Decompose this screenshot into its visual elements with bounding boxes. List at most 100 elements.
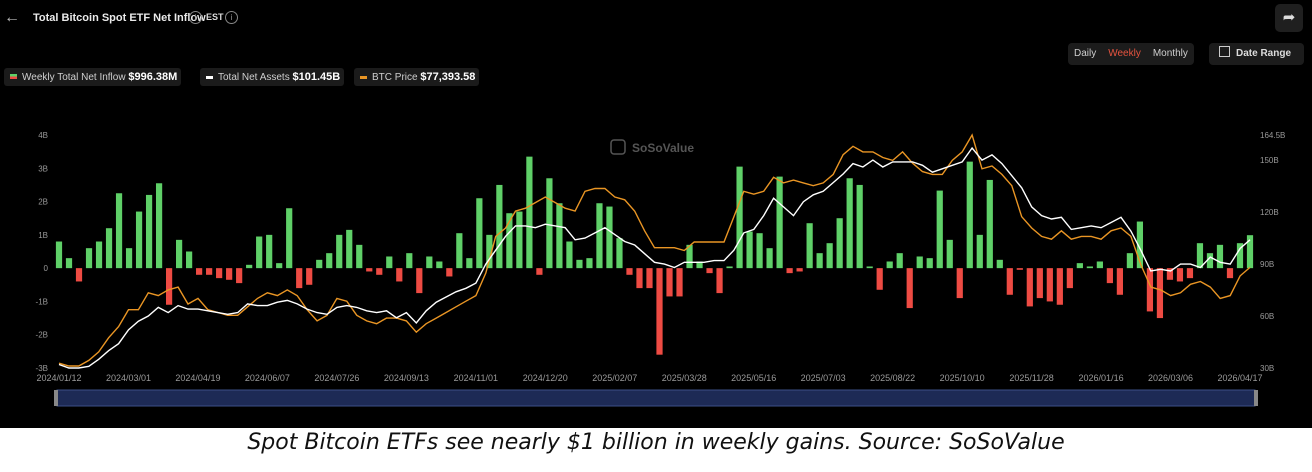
bar <box>966 161 973 269</box>
left-axis-tick-label: 0 <box>44 264 49 273</box>
timezone-label: EST <box>206 12 224 22</box>
x-axis-tick-label: 2024/04/19 <box>175 373 220 383</box>
timezone-info-icon[interactable]: i <box>225 11 238 24</box>
legend-assets-value: $101.45B <box>292 71 341 83</box>
bar <box>606 206 613 269</box>
right-axis-tick-label: 150B <box>1260 156 1279 165</box>
info-icon[interactable]: i <box>189 11 202 24</box>
x-axis-tick-label: 2024/06/07 <box>245 373 290 383</box>
bar <box>786 268 793 274</box>
bar <box>906 268 913 309</box>
bar-swatch-icon <box>10 74 17 79</box>
x-axis-tick-label: 2024/07/26 <box>314 373 359 383</box>
bar <box>446 268 453 277</box>
bar <box>1076 263 1083 269</box>
bar <box>1016 268 1023 270</box>
legend-btc-price[interactable]: BTC Price $77,393.58 <box>354 68 480 86</box>
lines-layer <box>58 133 1251 369</box>
bar <box>666 268 673 297</box>
navigator-track[interactable] <box>56 389 1256 407</box>
bar <box>155 183 163 269</box>
period-weekly[interactable]: Weekly <box>1108 48 1141 59</box>
x-axis-tick-label: 2025/02/07 <box>592 373 637 383</box>
bar <box>406 253 413 269</box>
right-axis-tick-label: 60B <box>1260 312 1274 321</box>
watermark-text: SoSoValue <box>632 141 694 155</box>
bar <box>886 261 893 269</box>
left-axis-tick-label: 1B <box>38 231 48 240</box>
x-axis-tick-label: 2025/03/28 <box>662 373 707 383</box>
bar <box>115 193 123 269</box>
bar <box>496 184 503 269</box>
navigator-right-handle[interactable] <box>1254 390 1258 406</box>
bar <box>1066 268 1073 289</box>
x-axis: 2024/01/12 2024/03/01 2024/04/19 2024/06/07… <box>36 373 1262 383</box>
bar <box>976 234 983 269</box>
bar <box>206 268 213 275</box>
bar <box>576 259 583 269</box>
x-axis-tick-label: 2024/01/12 <box>36 373 81 383</box>
left-axis-tick-label: 4B <box>38 131 48 140</box>
bar <box>1116 268 1123 295</box>
bar <box>356 244 363 269</box>
x-axis-tick-label: 2024/11/01 <box>454 373 498 383</box>
bar <box>216 268 223 279</box>
right-axis-tick-label: 30B <box>1260 364 1274 373</box>
bar <box>1186 268 1194 279</box>
date-range-label: Date Range <box>1236 48 1292 59</box>
back-arrow-icon[interactable]: ← <box>4 9 20 26</box>
legend-total-assets[interactable]: Total Net Assets $101.45B <box>200 68 345 86</box>
period-daily[interactable]: Daily <box>1074 48 1097 59</box>
bar <box>766 248 773 269</box>
bar <box>1206 253 1214 269</box>
bar <box>316 259 323 269</box>
x-axis-tick-label: 2025/05/16 <box>731 373 776 383</box>
bar <box>826 243 833 269</box>
bar <box>546 178 553 269</box>
chart-title: Total Bitcoin Spot ETF Net Inflow <box>33 12 206 24</box>
bar <box>506 213 513 269</box>
left-axis-tick-label: -3B <box>36 364 48 373</box>
legend-btc-label: BTC Price <box>372 72 418 83</box>
bar <box>996 259 1003 269</box>
period-monthly[interactable]: Monthly <box>1152 48 1188 59</box>
chart-panel: ← Total Bitcoin Spot ETF Net Inflow i ES… <box>0 0 1312 428</box>
bar <box>806 223 813 269</box>
bar <box>426 256 433 269</box>
bar <box>416 268 423 294</box>
bar <box>1096 261 1103 269</box>
bar <box>616 238 623 269</box>
bar <box>266 234 273 269</box>
bar <box>376 268 383 275</box>
bar <box>1156 268 1164 319</box>
period-selector: Daily Weekly Monthly <box>1068 43 1194 65</box>
bar <box>1086 266 1093 269</box>
bar <box>586 258 593 269</box>
left-axis: 4B 3B 2B 1B 0 -1B -2B -3B <box>36 131 49 373</box>
bar <box>686 244 693 269</box>
date-range-button[interactable]: Date Range <box>1209 43 1304 65</box>
bar <box>876 268 883 290</box>
legend-weekly-inflow[interactable]: Weekly Total Net Inflow $996.38M <box>4 68 182 86</box>
bar <box>1226 268 1234 279</box>
bar <box>1216 244 1224 269</box>
share-icon[interactable]: ➦ <box>1275 4 1303 32</box>
bar <box>836 218 843 269</box>
navigator-left-handle[interactable] <box>54 390 58 406</box>
bar <box>626 268 633 275</box>
bar <box>466 258 473 269</box>
bar <box>125 248 133 269</box>
bar <box>706 268 713 274</box>
bar <box>256 236 263 269</box>
bar <box>135 211 143 269</box>
bar <box>1246 235 1254 269</box>
bar <box>526 156 533 269</box>
bar <box>75 268 83 282</box>
bar <box>536 268 543 275</box>
bar <box>1056 268 1063 305</box>
range-navigator[interactable] <box>54 389 1258 407</box>
bar <box>306 268 313 285</box>
x-axis-tick-label: 2024/12/20 <box>523 373 568 383</box>
bar <box>636 268 643 289</box>
